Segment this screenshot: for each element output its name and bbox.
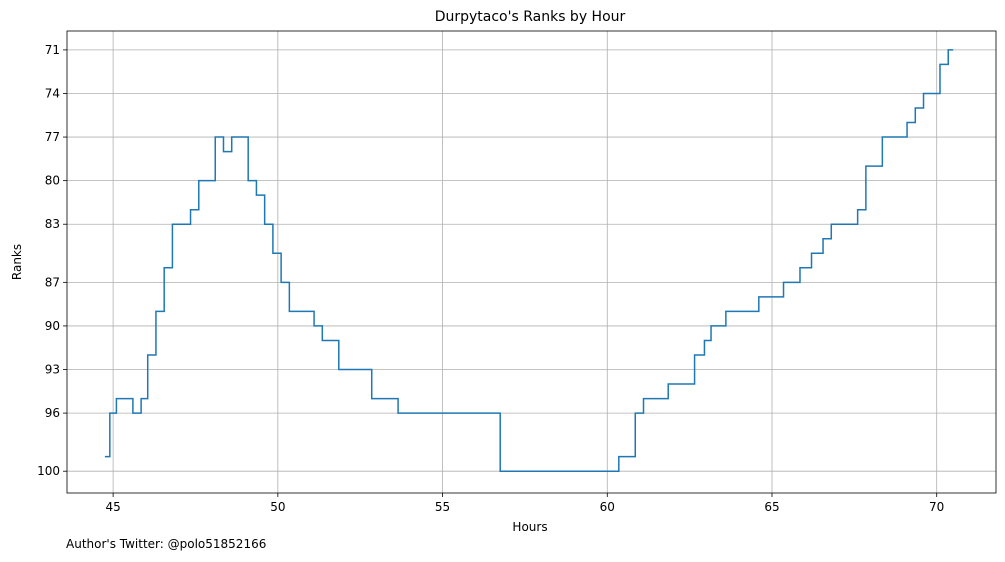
y-tick-label: 71 — [45, 43, 60, 57]
plot-frame — [66, 30, 997, 494]
y-tick-label: 96 — [45, 406, 60, 420]
tick-layer: 45 50 55 60 65 70 71 74 77 80 83 87 90 93 96 100 — [37, 43, 944, 514]
x-axis-label: Hours — [512, 520, 547, 534]
y-axis-label: Ranks — [10, 244, 24, 280]
x-tick-label: 70 — [929, 500, 944, 514]
chart-title: Durpytaco's Ranks by Hour — [435, 9, 626, 25]
rank-series-line — [104, 49, 954, 472]
grid-layer — [67, 31, 996, 493]
x-tick-label: 55 — [435, 500, 450, 514]
y-tick-label: 100 — [37, 464, 60, 478]
x-tick-label: 65 — [764, 500, 779, 514]
y-tick-label: 77 — [45, 130, 60, 144]
y-tick-label: 74 — [45, 86, 60, 100]
y-tick-label: 80 — [45, 174, 60, 188]
y-tick-label: 83 — [45, 217, 60, 231]
y-tick-label: 90 — [45, 319, 60, 333]
y-tick-label: 93 — [45, 363, 60, 377]
author-credit: Author's Twitter: @polo51852166 — [66, 537, 267, 551]
series-layer — [104, 49, 954, 472]
x-tick-label: 60 — [600, 500, 615, 514]
x-tick-label: 45 — [105, 500, 120, 514]
x-tick-label: 50 — [270, 500, 285, 514]
y-tick-label: 87 — [45, 275, 60, 289]
